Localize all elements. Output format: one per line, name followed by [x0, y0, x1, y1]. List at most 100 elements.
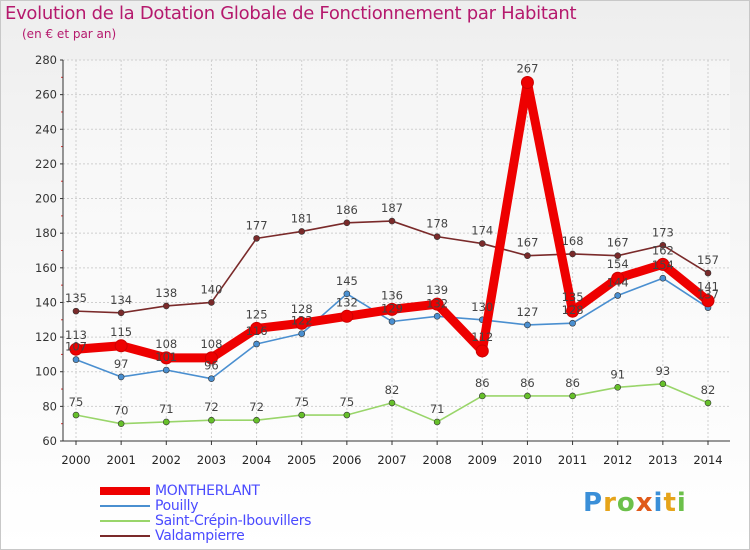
data-point — [704, 399, 712, 407]
x-tick-label: 2000 — [61, 453, 90, 467]
legend-item-pouilly: Pouilly — [100, 498, 400, 514]
x-tick-label: 2010 — [513, 453, 542, 467]
chart-title: Evolution de la Dotation Globale de Fonc… — [5, 3, 577, 24]
y-tick-label: 80 — [42, 399, 57, 413]
data-point — [204, 351, 218, 365]
legend-item-valdampierre: Valdampierre — [100, 528, 400, 544]
data-label: 154 — [652, 258, 674, 272]
data-point — [569, 250, 576, 258]
logo-letter: i — [676, 488, 687, 518]
data-point — [343, 219, 351, 227]
data-point — [430, 297, 444, 311]
data-label: 101 — [155, 350, 177, 364]
data-point — [208, 416, 215, 424]
x-tick-label: 2013 — [648, 453, 677, 467]
data-point — [72, 307, 80, 315]
data-label: 86 — [565, 376, 580, 390]
data-label: 186 — [336, 203, 358, 217]
y-tick-label: 260 — [35, 88, 57, 102]
legend-label: MONTHERLANT — [155, 483, 260, 499]
data-point — [659, 242, 667, 249]
legend-swatch-saint-crepin — [100, 520, 150, 522]
data-point — [385, 302, 399, 316]
data-label: 139 — [426, 283, 448, 297]
data-point — [388, 217, 396, 225]
x-tick-label: 2009 — [468, 453, 497, 467]
data-point — [614, 384, 622, 391]
data-label: 168 — [562, 234, 584, 248]
legend-swatch-montherlant — [100, 487, 150, 495]
y-tick-label: 140 — [35, 295, 57, 309]
data-label: 157 — [697, 253, 719, 267]
data-label: 135 — [562, 290, 584, 304]
data-point — [478, 392, 486, 400]
data-point — [253, 340, 260, 348]
y-tick-label: 100 — [35, 365, 57, 379]
data-label: 134 — [110, 293, 132, 307]
data-point — [433, 418, 441, 426]
data-point — [701, 294, 715, 308]
data-label: 113 — [65, 328, 87, 342]
data-label: 141 — [697, 280, 719, 294]
data-label: 82 — [385, 383, 400, 397]
data-label: 70 — [114, 404, 129, 418]
data-point — [208, 375, 215, 382]
data-point — [114, 339, 128, 353]
y-tick-label: 280 — [35, 53, 57, 67]
x-tick-label: 2011 — [558, 453, 587, 467]
data-label: 132 — [336, 295, 358, 309]
x-tick-label: 2012 — [603, 453, 632, 467]
data-label: 145 — [336, 274, 358, 288]
logo-letter: i — [653, 488, 664, 518]
data-label: 267 — [516, 62, 538, 76]
data-label: 130 — [471, 300, 493, 314]
data-label: 72 — [204, 400, 219, 414]
data-label: 177 — [246, 218, 268, 232]
data-point — [659, 380, 667, 388]
x-tick-label: 2004 — [242, 453, 271, 467]
data-point — [162, 418, 170, 426]
data-point — [72, 356, 80, 363]
data-point — [659, 274, 667, 282]
legend-label: Valdampierre — [155, 528, 245, 544]
data-label: 135 — [65, 291, 87, 305]
data-point — [117, 309, 125, 317]
data-point — [298, 228, 306, 235]
data-label: 138 — [155, 286, 177, 300]
x-tick-label: 2007 — [377, 453, 406, 467]
data-label: 75 — [340, 395, 355, 409]
data-point — [253, 416, 260, 424]
y-tick-label: 220 — [35, 157, 57, 171]
logo-letter: P — [583, 488, 604, 518]
data-label: 75 — [69, 395, 84, 409]
data-point — [298, 330, 306, 337]
data-point — [611, 271, 625, 285]
data-point — [69, 342, 83, 356]
data-label: 71 — [159, 402, 174, 416]
x-tick-label: 2002 — [152, 453, 181, 467]
proxiti-logo: Proxiti — [583, 488, 687, 518]
data-label: 162 — [652, 243, 674, 257]
data-point — [343, 290, 351, 298]
chart-subtitle: (en € et par an) — [22, 27, 117, 41]
plot-area — [63, 60, 730, 441]
data-point — [614, 252, 622, 259]
data-point — [569, 319, 576, 327]
y-tick-label: 60 — [42, 434, 57, 448]
data-label: 167 — [516, 236, 538, 250]
data-point — [295, 316, 309, 330]
y-tick-label: 200 — [35, 192, 57, 206]
data-label: 112 — [471, 330, 493, 344]
data-label: 178 — [426, 217, 448, 231]
data-label: 127 — [516, 305, 538, 319]
data-label: 82 — [701, 383, 716, 397]
data-label: 107 — [65, 340, 87, 354]
data-label: 115 — [110, 325, 132, 339]
y-tick-label: 180 — [35, 226, 57, 240]
data-label: 187 — [381, 201, 403, 215]
data-point — [566, 304, 580, 318]
data-point — [117, 373, 125, 381]
data-point — [250, 321, 264, 335]
data-point — [614, 292, 622, 299]
data-label: 128 — [291, 302, 313, 316]
